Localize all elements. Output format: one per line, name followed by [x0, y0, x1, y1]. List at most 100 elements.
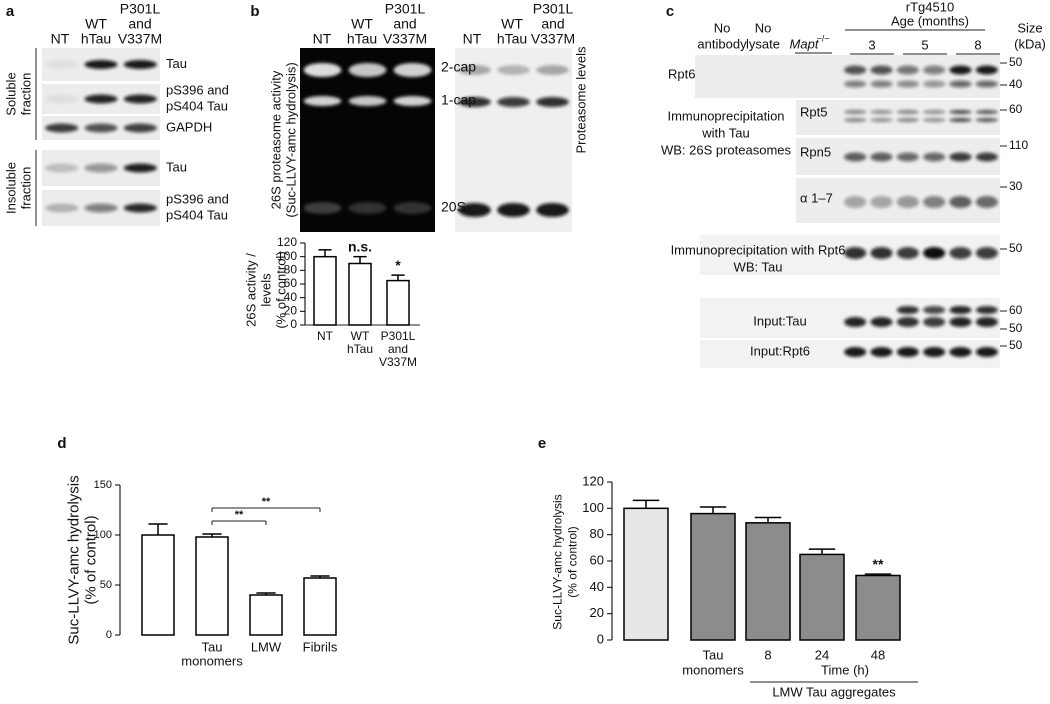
band [536, 203, 569, 217]
significance: ** [873, 556, 884, 572]
band [844, 118, 867, 122]
band [870, 80, 893, 88]
blot-label: GAPDH [166, 119, 212, 134]
blot [695, 55, 1000, 98]
x-tick-label: hTau [347, 342, 373, 356]
blot-label: Rpt5 [800, 104, 827, 119]
size-marker: 30 [1009, 179, 1023, 193]
band [923, 80, 946, 88]
y-axis-title: levels [258, 273, 273, 307]
column-label: hTau [81, 31, 111, 47]
y-tick-label: 40 [590, 579, 604, 594]
panel-label: a [6, 3, 15, 20]
size-marker: 50 [1009, 338, 1023, 352]
bar [690, 512, 736, 641]
column-label: P301L [533, 1, 574, 17]
band [393, 63, 432, 77]
bar [348, 262, 372, 326]
band [844, 110, 867, 114]
column-label: V337M [383, 31, 427, 47]
blot-label: Tau [166, 159, 187, 174]
band [870, 65, 893, 75]
significance: ** [262, 496, 271, 508]
y-axis-title: (% of control) [566, 526, 580, 597]
x-tick-label: 8 [764, 647, 771, 662]
band [84, 94, 118, 104]
band [949, 317, 972, 327]
column-label: and [128, 16, 151, 32]
column-label: No [714, 20, 731, 35]
blot [796, 100, 1000, 135]
column-label: NT [313, 31, 332, 47]
age: 8 [974, 37, 981, 52]
row-label: Rpt6 [668, 66, 695, 81]
y-tick-label: 100 [94, 529, 112, 541]
column-label: lysate [746, 36, 780, 51]
y-axis-title: (% of control) [273, 251, 288, 328]
band [975, 65, 998, 75]
size-header: Size [1017, 20, 1042, 35]
column-label: and [541, 16, 564, 32]
band [45, 163, 79, 173]
band [975, 306, 998, 314]
row-label: Immunoprecipitation [667, 108, 784, 123]
band [844, 347, 867, 357]
band [923, 317, 946, 327]
y-axis-title: Suc-LLVY-amc hydrolysis [551, 494, 565, 629]
column-label: V337M [118, 31, 162, 47]
band [975, 196, 998, 208]
panel-label: b [250, 3, 259, 20]
group-label: LMW Tau aggregates [772, 684, 896, 699]
y-axis-title: (% of control) [82, 515, 99, 604]
blot-label: Rpn5 [800, 144, 831, 159]
band [844, 196, 867, 208]
band [84, 123, 118, 133]
column-label: NT [51, 31, 70, 47]
band [303, 96, 342, 106]
row-label: Input:Tau [753, 313, 807, 328]
band [844, 306, 866, 314]
blot-label: Tau [166, 56, 187, 71]
bar [799, 553, 845, 641]
band [949, 347, 972, 357]
x-axis-title: Time (h) [821, 662, 869, 677]
row-label: WB: 26S proteasomes [661, 142, 792, 157]
size-marker: 40 [1009, 77, 1023, 91]
band [497, 203, 530, 217]
size-marker: 50 [1009, 321, 1023, 335]
blot-label: pS404 Tau [166, 98, 228, 113]
y-tick-label: 0 [106, 629, 112, 641]
band [896, 152, 919, 162]
y-tick-label: 80 [284, 263, 298, 277]
x-tick-label: WT [351, 329, 370, 343]
panel-label: d [57, 435, 66, 452]
row-label: Input:Rpt6 [750, 343, 810, 358]
bar [303, 577, 337, 636]
y-tick-label: 80 [590, 526, 604, 541]
size-marker: 50 [1009, 55, 1023, 69]
row-label: WB: Tau [734, 259, 783, 274]
band [975, 118, 998, 122]
y-axis-title: 26S activity / [243, 253, 258, 327]
y-tick-label: 0 [290, 317, 297, 331]
band [870, 317, 893, 327]
band [844, 152, 867, 162]
band [348, 202, 387, 214]
y-tick-label: 100 [582, 500, 604, 515]
band [896, 80, 919, 88]
band [949, 110, 972, 114]
significance: n.s. [348, 238, 372, 254]
genotype-sup: −/− [816, 33, 829, 43]
band [84, 163, 118, 173]
band [870, 118, 893, 122]
band [896, 118, 919, 122]
band [975, 110, 998, 114]
band [123, 94, 157, 104]
row-label: Immunoprecipitation with Rpt6 [671, 242, 846, 257]
blot [300, 48, 435, 232]
band-label: 20S [441, 199, 466, 215]
band [923, 347, 946, 357]
size-marker: 50 [1009, 241, 1023, 255]
column-label: WT [85, 16, 107, 32]
